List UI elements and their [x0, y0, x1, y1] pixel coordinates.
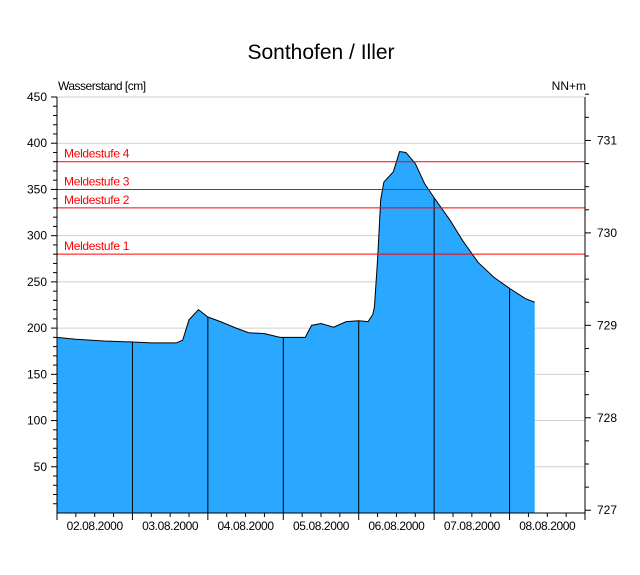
y-right-tick-label: 728 — [597, 411, 617, 425]
y-tick-label: 400 — [27, 136, 47, 150]
x-tick-label: 08.08.2000 — [519, 519, 576, 533]
threshold-label: Meldestufe 3 — [64, 174, 130, 188]
y-axis-label: Wasserstand [cm] — [58, 79, 146, 93]
y-tick-label: 250 — [27, 275, 47, 289]
x-tick-label: 04.08.2000 — [218, 519, 275, 533]
x-tick-label: 02.08.2000 — [67, 519, 124, 533]
y-tick-label: 200 — [27, 321, 47, 335]
x-tick-label: 07.08.2000 — [444, 519, 501, 533]
y-tick-label: 50 — [34, 460, 48, 474]
y-tick-label: 100 — [27, 414, 47, 428]
threshold-label: Meldestufe 1 — [64, 239, 130, 253]
x-tick-label: 03.08.2000 — [142, 519, 199, 533]
y-tick-label: 300 — [27, 229, 47, 243]
y-right-tick-label: 727 — [597, 503, 617, 517]
threshold-label: Meldestufe 2 — [64, 193, 130, 207]
y-right-tick-label: 731 — [597, 133, 617, 147]
threshold-label: Meldestufe 4 — [64, 147, 130, 161]
chart-title: Sonthofen / Iller — [247, 41, 394, 64]
y-right-tick-label: 729 — [597, 318, 617, 332]
y-axis-right-label: NN+m — [552, 79, 586, 93]
x-tick-label: 05.08.2000 — [293, 519, 350, 533]
y-tick-label: 150 — [27, 367, 47, 381]
y-tick-label: 350 — [27, 182, 47, 196]
y-tick-label: 450 — [27, 90, 47, 104]
y-right-tick-label: 730 — [597, 226, 617, 240]
x-tick-label: 06.08.2000 — [368, 519, 425, 533]
